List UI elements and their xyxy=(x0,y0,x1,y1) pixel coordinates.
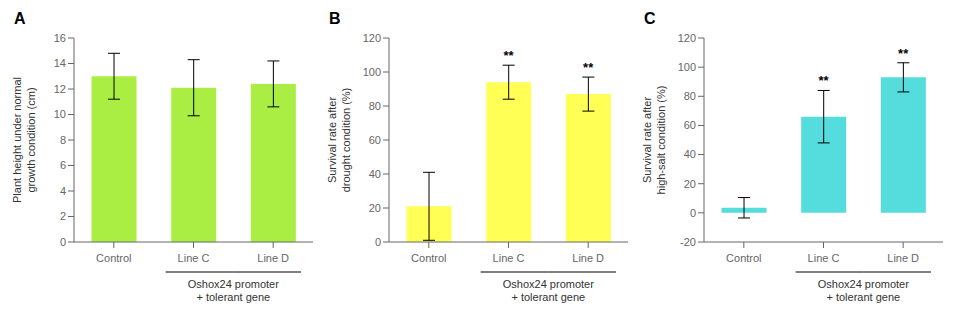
svg-text:40: 40 xyxy=(369,168,381,180)
svg-text:60: 60 xyxy=(684,119,696,131)
svg-text:40: 40 xyxy=(684,148,696,160)
svg-text:100: 100 xyxy=(363,66,381,78)
svg-text:80: 80 xyxy=(684,90,696,102)
svg-text:20: 20 xyxy=(369,202,381,214)
html-text:B: B xyxy=(329,10,341,27)
svg-text:2: 2 xyxy=(60,210,66,222)
html-text:C: C xyxy=(644,10,656,27)
svg-text:8: 8 xyxy=(60,134,66,146)
svg-text:14: 14 xyxy=(54,57,66,69)
svg-text:Control: Control xyxy=(96,252,131,264)
svg-text:Oshox24 promoter+ tolerant gen: Oshox24 promoter+ tolerant gene xyxy=(503,278,594,303)
svg-text:16: 16 xyxy=(54,32,66,44)
svg-text:10: 10 xyxy=(54,108,66,120)
html-text:A: A xyxy=(14,10,26,27)
svg-text:Survival rate afterdrought con: Survival rate afterdrought condition (%) xyxy=(326,88,351,193)
svg-text:0: 0 xyxy=(690,207,696,219)
svg-text:12: 12 xyxy=(54,83,66,95)
svg-text:6: 6 xyxy=(60,159,66,171)
svg-text:Plant height under normalgrowt: Plant height under normalgrowth conditio… xyxy=(11,77,36,203)
svg-text:4: 4 xyxy=(60,185,66,197)
svg-text:**: ** xyxy=(898,46,909,61)
svg-text:Control: Control xyxy=(726,252,761,264)
svg-text:60: 60 xyxy=(369,134,381,146)
svg-text:0: 0 xyxy=(60,236,66,248)
svg-text:-20: -20 xyxy=(680,236,696,248)
svg-text:20: 20 xyxy=(684,178,696,190)
svg-text:Line C: Line C xyxy=(178,252,210,264)
svg-text:100: 100 xyxy=(678,61,696,73)
svg-text:0: 0 xyxy=(375,236,381,248)
svg-text:120: 120 xyxy=(363,32,381,44)
svg-text:Line C: Line C xyxy=(493,252,525,264)
svg-text:120: 120 xyxy=(678,32,696,44)
svg-text:Oshox24 promoter+ tolerant gen: Oshox24 promoter+ tolerant gene xyxy=(188,278,279,303)
svg-text:Line D: Line D xyxy=(257,252,289,264)
svg-text:Line C: Line C xyxy=(808,252,840,264)
svg-text:Oshox24 promoter+ tolerant gen: Oshox24 promoter+ tolerant gene xyxy=(818,278,909,303)
svg-text:Line D: Line D xyxy=(887,252,919,264)
svg-text:Survival rate afterhigh-salt c: Survival rate afterhigh-salt condition (… xyxy=(641,86,666,195)
svg-text:Line D: Line D xyxy=(572,252,604,264)
svg-text:**: ** xyxy=(503,48,514,63)
svg-text:**: ** xyxy=(583,60,594,75)
svg-text:Control: Control xyxy=(411,252,446,264)
svg-text:80: 80 xyxy=(369,100,381,112)
svg-text:**: ** xyxy=(818,73,829,88)
